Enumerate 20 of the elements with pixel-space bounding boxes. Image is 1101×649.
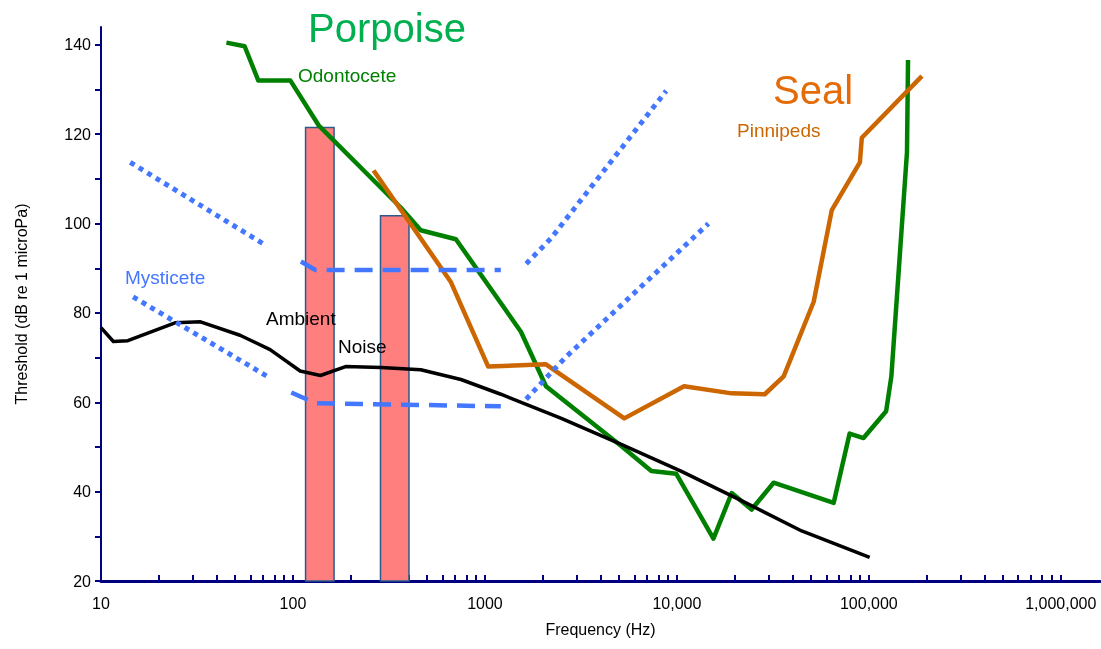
x-tick-label: 100,000 bbox=[839, 594, 898, 612]
y-tick-label: 80 bbox=[73, 304, 92, 322]
x-tick-label: 100 bbox=[279, 594, 307, 612]
x-tick-label: 1,000,000 bbox=[1025, 594, 1097, 612]
x-tick-label: 1000 bbox=[467, 594, 503, 612]
annotation: Odontocete bbox=[298, 64, 397, 86]
annotation: Pinnipeds bbox=[737, 119, 821, 141]
x-axis-title: Frequency (Hz) bbox=[545, 620, 656, 638]
y-tick-label: 40 bbox=[73, 483, 92, 501]
y-tick-label: 140 bbox=[64, 36, 92, 54]
y-tick-label: 60 bbox=[73, 393, 92, 411]
x-tick-label: 10,000 bbox=[652, 594, 702, 612]
annotation: Porpoise bbox=[308, 6, 466, 50]
y-axis-title: Threshold (dB re 1 microPa) bbox=[12, 203, 30, 405]
annotation: Mysticete bbox=[125, 266, 206, 288]
x-tick-label: 10 bbox=[92, 594, 110, 612]
y-tick-label: 20 bbox=[73, 572, 92, 590]
y-tick-label: 120 bbox=[64, 125, 92, 143]
annotation: Seal bbox=[773, 68, 854, 112]
y-tick-label: 100 bbox=[64, 215, 92, 233]
